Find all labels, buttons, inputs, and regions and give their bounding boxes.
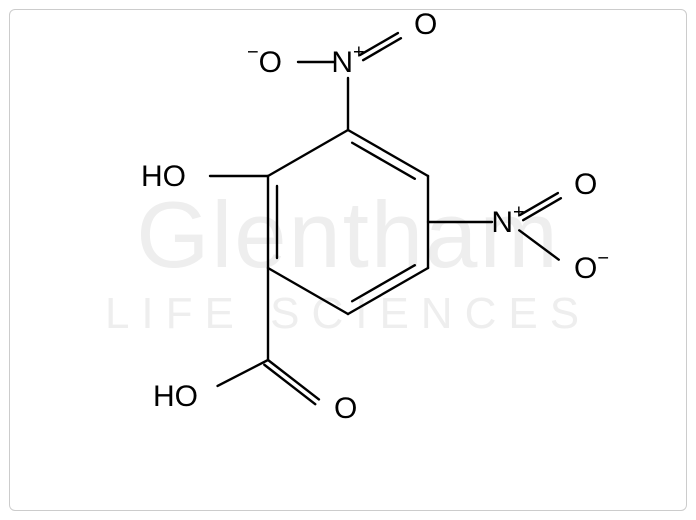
hydroxyl-label: HO xyxy=(141,160,186,193)
nitro-right-n-label: N+ xyxy=(491,202,524,239)
nitro-right-o-double-label: O xyxy=(574,168,597,201)
nitro-top-o-minus-label: −O xyxy=(247,42,282,79)
nitro-right-o-minus-label: O− xyxy=(574,248,609,285)
nitro-top-n-label: N+ xyxy=(331,42,364,79)
molecule-diagram: N+ O −O N+ O O− HO O HO xyxy=(0,0,696,520)
nitro-top-o-double-label: O xyxy=(414,8,437,41)
carboxyl-oh-label: HO xyxy=(153,380,198,413)
carboxyl-o-double-label: O xyxy=(334,392,357,425)
